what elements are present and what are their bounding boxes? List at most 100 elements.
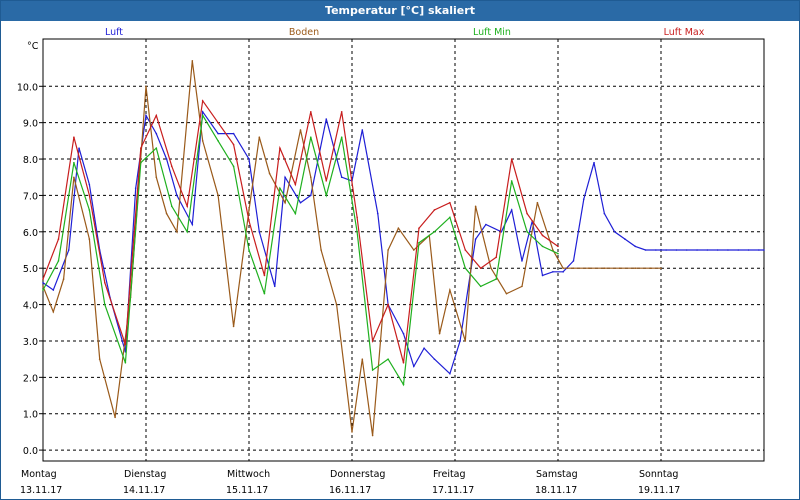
data-point [449, 289, 451, 291]
data-point [351, 431, 353, 433]
data-point [464, 267, 467, 269]
data-point [500, 231, 503, 233]
legend-entry: Luft Min [473, 27, 511, 38]
data-point [88, 194, 91, 197]
data-point [490, 267, 492, 269]
data-point [176, 194, 178, 197]
data-point [356, 216, 358, 219]
data-point [413, 249, 415, 251]
data-point [495, 278, 498, 280]
data-point [474, 238, 477, 240]
data-point [104, 303, 106, 306]
data-point [521, 260, 523, 262]
data-point [140, 147, 142, 149]
data-point [73, 136, 75, 139]
data-point [134, 187, 137, 189]
data-point [310, 194, 312, 197]
data-point [562, 267, 564, 269]
data-point [747, 249, 750, 251]
data-point [273, 285, 276, 288]
data-point [727, 249, 729, 251]
data-point [57, 238, 60, 240]
series-line [42, 99, 559, 363]
data-point [191, 60, 194, 62]
data-point [124, 343, 127, 346]
data-point [402, 383, 405, 386]
data-point [42, 278, 44, 280]
data-point [387, 303, 389, 306]
day-label: Mittwoch [227, 469, 270, 480]
x-day-labels: Montag 13.11.17 Dienstag 14.11.17 Mittwoch 15… [20, 469, 680, 496]
data-point [279, 147, 281, 149]
data-point [73, 176, 75, 179]
data-point [217, 140, 219, 142]
data-point [361, 358, 364, 360]
data-point [201, 114, 204, 117]
data-point [613, 231, 616, 233]
data-point [248, 158, 250, 160]
data-point [387, 358, 389, 360]
data-point [464, 249, 467, 251]
data-point [479, 267, 482, 269]
y-tick-label: 0.0 [23, 446, 38, 457]
data-point [510, 180, 513, 182]
data-point [186, 205, 188, 208]
data-point [294, 212, 297, 215]
data-point [145, 114, 147, 117]
data-point [593, 161, 595, 164]
data-point [284, 176, 286, 179]
data-point [232, 325, 235, 328]
data-point [665, 249, 667, 251]
data-point [42, 281, 44, 284]
data-point [299, 201, 302, 204]
data-point [186, 231, 188, 233]
y-tick-label: 5.0 [23, 264, 38, 275]
day-label: Donnerstag [330, 469, 385, 480]
data-point [294, 183, 297, 186]
data-point [603, 212, 606, 215]
data-point [418, 241, 420, 244]
data-point [572, 267, 575, 269]
data-point [634, 245, 637, 248]
data-point [536, 201, 539, 204]
data-point [52, 311, 55, 313]
y-tick-label: 2.0 [23, 373, 38, 384]
data-point [588, 267, 590, 269]
data-point [402, 361, 405, 364]
data-point [433, 358, 436, 360]
date-label: 16.11.17 [329, 485, 371, 496]
y-tick-label: 9.0 [23, 119, 38, 130]
data-point [310, 136, 312, 139]
data-point [124, 361, 127, 364]
data-point [114, 416, 116, 419]
data-point [340, 136, 343, 139]
day-label: Dienstag [124, 469, 166, 480]
data-point [104, 281, 106, 284]
data-point [325, 194, 328, 197]
data-point [464, 340, 467, 342]
data-point [191, 223, 194, 226]
series-line [42, 113, 559, 387]
data-point [418, 227, 420, 229]
data-point [371, 369, 374, 371]
data-point [145, 85, 147, 88]
data-point [685, 249, 688, 251]
data-point [248, 249, 250, 251]
data-point [737, 249, 740, 251]
data-point [263, 274, 266, 277]
y-unit-label: °C [27, 41, 39, 52]
data-point [325, 180, 328, 182]
data-point [248, 209, 250, 211]
data-point [675, 249, 678, 251]
data-point [433, 231, 436, 233]
data-point [495, 256, 498, 259]
series-line [42, 110, 764, 375]
data-point [716, 249, 719, 251]
data-point [371, 340, 374, 342]
y-tick-label: 8.0 [23, 155, 38, 166]
data-point [268, 172, 271, 175]
y-tick-label: 1.0 [23, 410, 38, 421]
data-point [572, 260, 575, 262]
date-label: 13.11.17 [20, 485, 62, 496]
data-point [155, 114, 158, 117]
